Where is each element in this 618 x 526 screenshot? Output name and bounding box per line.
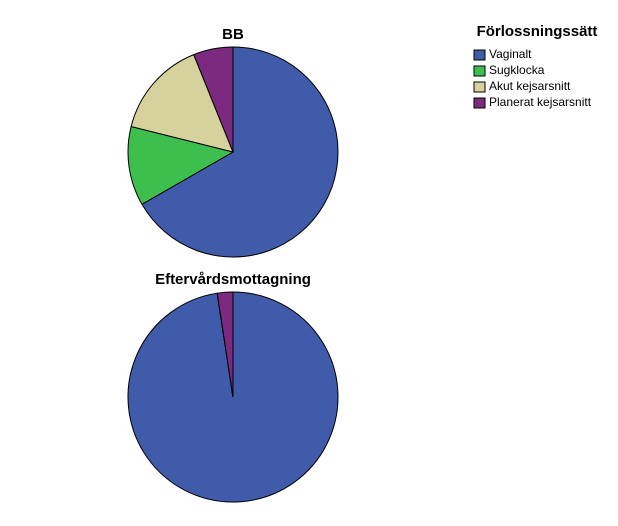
legend-swatch — [473, 81, 486, 93]
pie-slice — [130, 53, 234, 153]
chart-title: Eftervårdsmottagning — [155, 271, 311, 288]
pie-slice — [141, 46, 339, 258]
legend-swatch — [473, 49, 486, 61]
legend-label: Sugklocka — [489, 63, 545, 77]
legend-swatch — [473, 65, 486, 77]
legend-label: Akut kejsarsnitt — [489, 79, 571, 93]
pie-slice — [193, 46, 234, 153]
legend-label: Planerat kejsarsnitt — [489, 95, 592, 109]
legend-label: Vaginalt — [489, 47, 532, 61]
chart-title: BB — [222, 26, 244, 43]
legend-swatch — [473, 97, 486, 109]
legend-title: Förlossningssätt — [477, 23, 598, 40]
pie-slice — [216, 291, 234, 398]
pie-slice — [127, 125, 235, 205]
